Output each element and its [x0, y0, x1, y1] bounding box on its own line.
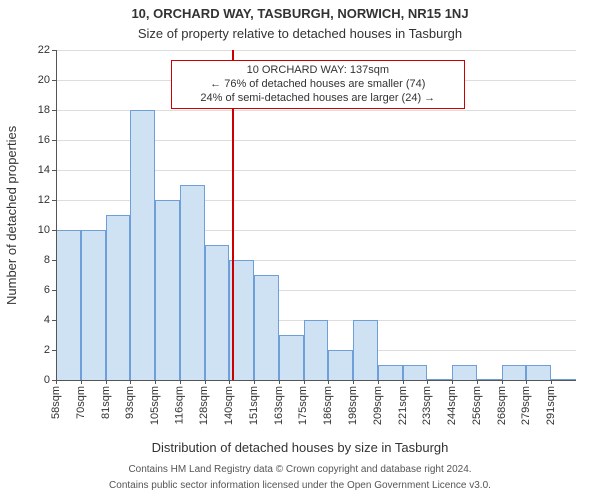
x-tick-label: 268sqm — [496, 386, 508, 425]
histogram-bar — [353, 320, 378, 380]
y-tick-label: 16 — [26, 134, 50, 146]
x-tick-label: 93sqm — [124, 386, 136, 419]
x-tick-label: 291sqm — [545, 386, 557, 425]
histogram-bar — [56, 230, 81, 380]
callout-line-3: 24% of semi-detached houses are larger (… — [178, 92, 458, 106]
histogram-bar — [180, 185, 205, 380]
y-tick-label: 18 — [26, 104, 50, 116]
y-tick-label: 22 — [26, 44, 50, 56]
x-tick-label: 198sqm — [347, 386, 359, 425]
x-tick-label: 186sqm — [322, 386, 334, 425]
chart-container: { "title": { "text": "10, ORCHARD WAY, T… — [0, 0, 600, 500]
histogram-bar — [254, 275, 279, 380]
histogram-bar — [526, 365, 551, 380]
x-tick-label: 233sqm — [421, 386, 433, 425]
y-axis-line — [56, 50, 57, 380]
histogram-bar — [106, 215, 131, 380]
y-tick-label: 14 — [26, 164, 50, 176]
page-title: 10, ORCHARD WAY, TASBURGH, NORWICH, NR15… — [0, 6, 600, 21]
y-tick-label: 2 — [26, 344, 50, 356]
x-tick-label: 81sqm — [100, 386, 112, 419]
y-tick-label: 8 — [26, 254, 50, 266]
x-tick-label: 70sqm — [75, 386, 87, 419]
x-tick-label: 163sqm — [273, 386, 285, 425]
y-tick-label: 20 — [26, 74, 50, 86]
callout-line-2: ← 76% of detached houses are smaller (74… — [178, 78, 458, 92]
x-tick-label: 221sqm — [397, 386, 409, 425]
histogram-bar — [502, 365, 527, 380]
x-tick-label: 151sqm — [248, 386, 260, 425]
histogram-bar — [155, 200, 180, 380]
histogram-bar — [81, 230, 106, 380]
histogram-bar — [304, 320, 329, 380]
page-subtitle: Size of property relative to detached ho… — [0, 26, 600, 41]
y-tick-label: 12 — [26, 194, 50, 206]
footer-line-2: Contains public sector information licen… — [0, 480, 600, 491]
histogram-bar — [403, 365, 428, 380]
histogram-bar — [452, 365, 477, 380]
callout-box: 10 ORCHARD WAY: 137sqm← 76% of detached … — [171, 60, 465, 109]
histogram-bar — [328, 350, 353, 380]
x-axis-line — [56, 380, 576, 381]
y-tick-label: 0 — [26, 374, 50, 386]
grid-line — [56, 50, 576, 51]
x-tick-label: 209sqm — [372, 386, 384, 425]
x-tick-label: 140sqm — [223, 386, 235, 425]
y-tick-label: 10 — [26, 224, 50, 236]
x-tick-label: 256sqm — [471, 386, 483, 425]
callout-line-1: 10 ORCHARD WAY: 137sqm — [178, 64, 458, 78]
y-axis-label: Number of detached properties — [4, 126, 19, 305]
x-tick-label: 116sqm — [174, 386, 186, 424]
x-tick-label: 58sqm — [50, 386, 62, 419]
x-tick-label: 279sqm — [520, 386, 532, 425]
x-axis-caption: Distribution of detached houses by size … — [0, 440, 600, 455]
y-tick-label: 4 — [26, 314, 50, 326]
y-tick-label: 6 — [26, 284, 50, 296]
histogram-bar — [378, 365, 403, 380]
x-tick-label: 105sqm — [149, 386, 161, 425]
x-tick-label: 244sqm — [446, 386, 458, 425]
histogram-chart: 024681012141618202258sqm70sqm81sqm93sqm1… — [56, 50, 576, 380]
x-tick-label: 175sqm — [298, 386, 310, 425]
histogram-bar — [130, 110, 155, 380]
histogram-bar — [279, 335, 304, 380]
histogram-bar — [205, 245, 230, 380]
x-tick-label: 128sqm — [199, 386, 211, 425]
footer-line-1: Contains HM Land Registry data © Crown c… — [0, 464, 600, 475]
